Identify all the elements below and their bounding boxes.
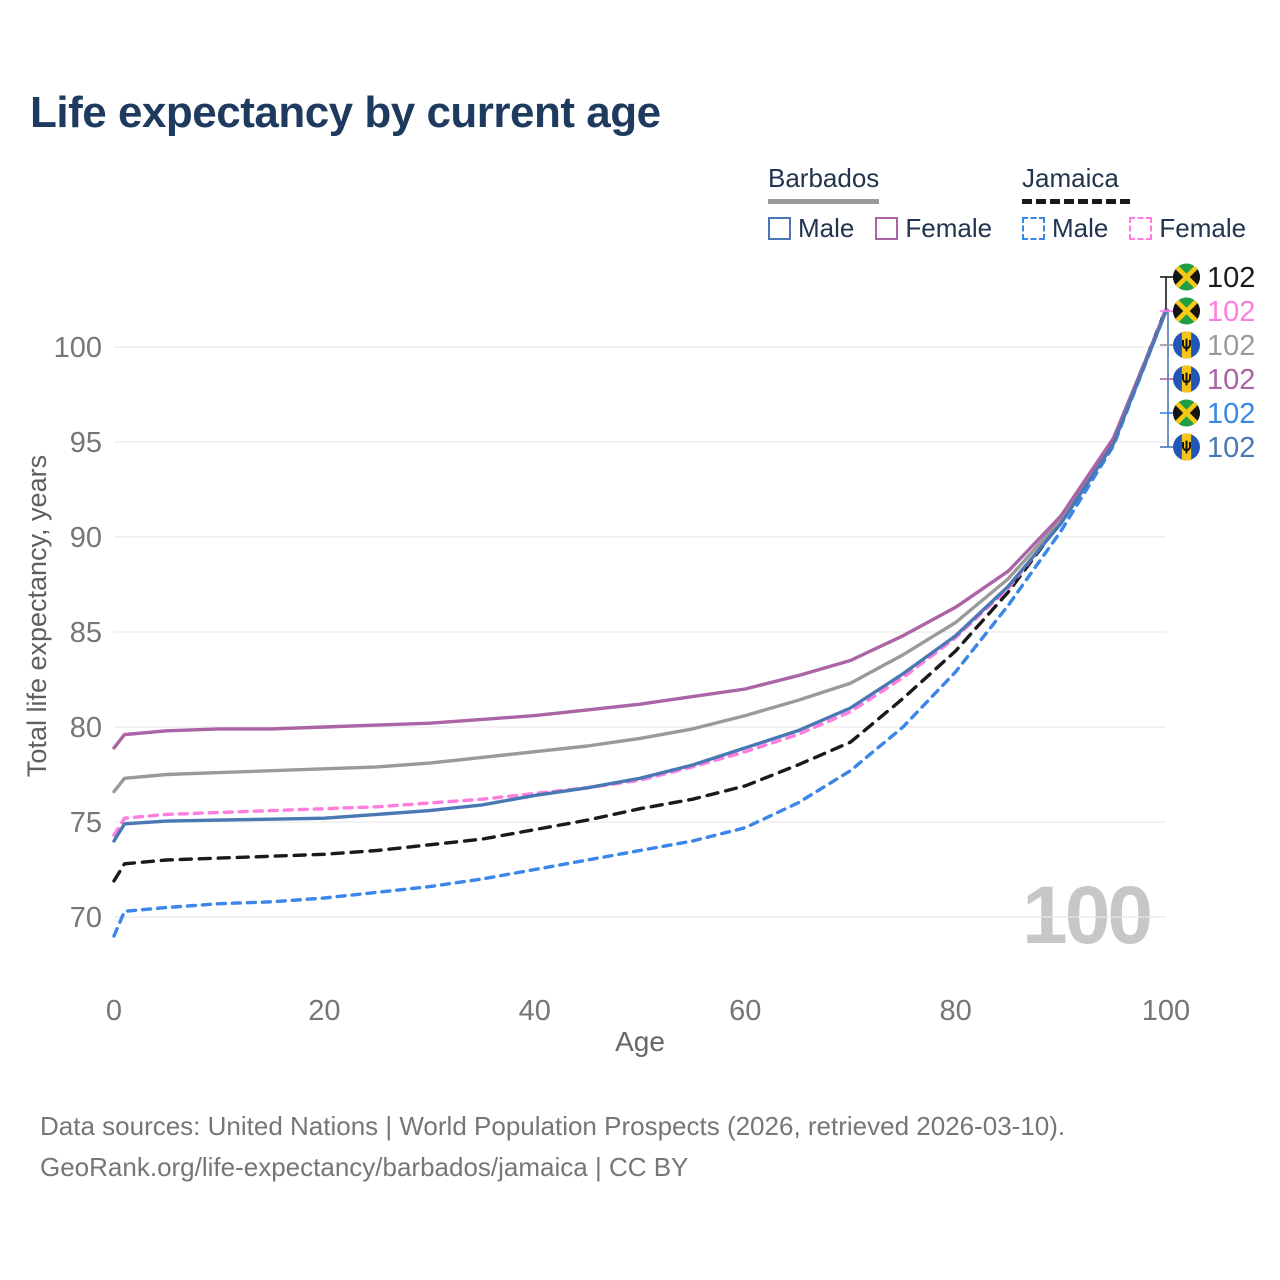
legend-item-barbados-male[interactable]: Male xyxy=(768,213,854,244)
series-line-jamaica_male[interactable] xyxy=(112,309,1168,938)
jamaica-flag-icon xyxy=(1170,261,1202,293)
footer-sources: Data sources: United Nations | World Pop… xyxy=(40,1111,1066,1141)
jamaica-flag-icon xyxy=(1170,295,1202,327)
barbados-female-swatch-icon xyxy=(875,217,899,240)
legend-header-jamaica[interactable]: Jamaica xyxy=(1022,163,1130,204)
y-axis-title: Total life expectancy, years xyxy=(22,455,52,777)
legend-label-barbados-female: Female xyxy=(905,213,993,243)
legend-label-barbados-male: Male xyxy=(798,213,855,243)
jamaica-flag-icon xyxy=(1170,397,1202,429)
footer-attribution: GeoRank.org/life-expectancy/barbados/jam… xyxy=(40,1152,689,1182)
x-tick-label: 20 xyxy=(308,995,340,1027)
x-tick-label: 80 xyxy=(939,995,971,1027)
x-tick-label: 60 xyxy=(729,995,761,1027)
legend-item-jamaica-female[interactable]: Female xyxy=(1129,213,1246,244)
x-tick-label: 100 xyxy=(1142,995,1190,1027)
x-tick-label: 40 xyxy=(519,995,551,1027)
legend-item-barbados-female[interactable]: Female xyxy=(875,213,992,244)
y-tick-label: 80 xyxy=(70,712,102,744)
legend-label-jamaica-male: Male xyxy=(1052,213,1109,243)
end-label-jamaica_total: 102 xyxy=(1207,262,1255,294)
series-line-jamaica_total[interactable] xyxy=(112,307,1168,883)
legend-group-jamaica: Jamaica Male Female xyxy=(1022,163,1246,244)
end-label-barbados_total: 102 xyxy=(1207,330,1255,362)
legend-group-barbados: Barbados Male Female xyxy=(768,163,992,244)
y-tick-label: 85 xyxy=(70,617,102,649)
y-tick-label: 95 xyxy=(70,427,102,459)
legend-label-jamaica-female: Female xyxy=(1159,213,1247,243)
legend-item-jamaica-male[interactable]: Male xyxy=(1022,213,1108,244)
end-label-barbados_male: 102 xyxy=(1207,432,1255,464)
x-tick-label: 0 xyxy=(106,995,122,1027)
end-label-barbados_female: 102 xyxy=(1207,364,1255,396)
series-line-barbados_female[interactable] xyxy=(112,309,1168,750)
y-tick-label: 75 xyxy=(70,807,102,839)
y-tick-label: 100 xyxy=(54,332,102,364)
hover-age-watermark: 100 xyxy=(1022,870,1150,961)
end-label-jamaica_male: 102 xyxy=(1207,398,1255,430)
barbados-flag-icon xyxy=(1173,332,1200,359)
jamaica-male-swatch-icon xyxy=(1022,217,1045,240)
y-tick-label: 90 xyxy=(70,522,102,554)
chart-title: Life expectancy by current age xyxy=(30,88,661,137)
x-axis-title: Age xyxy=(615,1026,665,1057)
series-line-barbados_male[interactable] xyxy=(112,309,1168,843)
barbados-male-swatch-icon xyxy=(768,217,791,240)
series-line-barbados_total[interactable] xyxy=(112,309,1168,794)
end-label-jamaica_female: 102 xyxy=(1207,296,1255,328)
jamaica-female-swatch-icon xyxy=(1129,217,1153,240)
barbados-flag-icon xyxy=(1173,434,1200,461)
legend-header-barbados[interactable]: Barbados xyxy=(768,163,880,204)
barbados-flag-icon xyxy=(1173,366,1200,393)
y-tick-label: 70 xyxy=(70,902,102,934)
footer: Data sources: United Nations | World Pop… xyxy=(40,1106,1065,1188)
